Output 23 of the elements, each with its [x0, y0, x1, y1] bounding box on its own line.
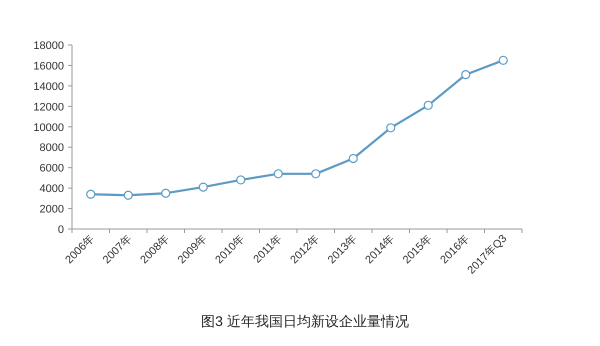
- point: [124, 190, 133, 200]
- y-tick-label: 4000: [40, 183, 64, 196]
- y-tick-label: 18000: [33, 40, 64, 52]
- y-tick-label: 8000: [40, 142, 64, 154]
- point: [461, 70, 470, 80]
- y-tick-label: 10000: [33, 122, 64, 134]
- point: [236, 175, 246, 185]
- point: [424, 100, 433, 110]
- y-tick-label: 14000: [33, 80, 64, 93]
- point: [161, 188, 170, 198]
- y-tick-label: 2000: [40, 204, 64, 216]
- point: [311, 169, 320, 178]
- point: [498, 56, 508, 65]
- point: [86, 190, 96, 199]
- point: [274, 169, 283, 178]
- point: [386, 123, 396, 132]
- point: [198, 182, 208, 192]
- y-tick-label: 12000: [33, 101, 64, 114]
- point: [348, 154, 358, 164]
- y-tick-label: 0: [58, 224, 64, 236]
- y-tick-label: 16000: [33, 60, 64, 72]
- y-tick-label: 6000: [40, 162, 64, 175]
- text: 图3 近年我国日均新设企业量情况: [201, 313, 409, 329]
